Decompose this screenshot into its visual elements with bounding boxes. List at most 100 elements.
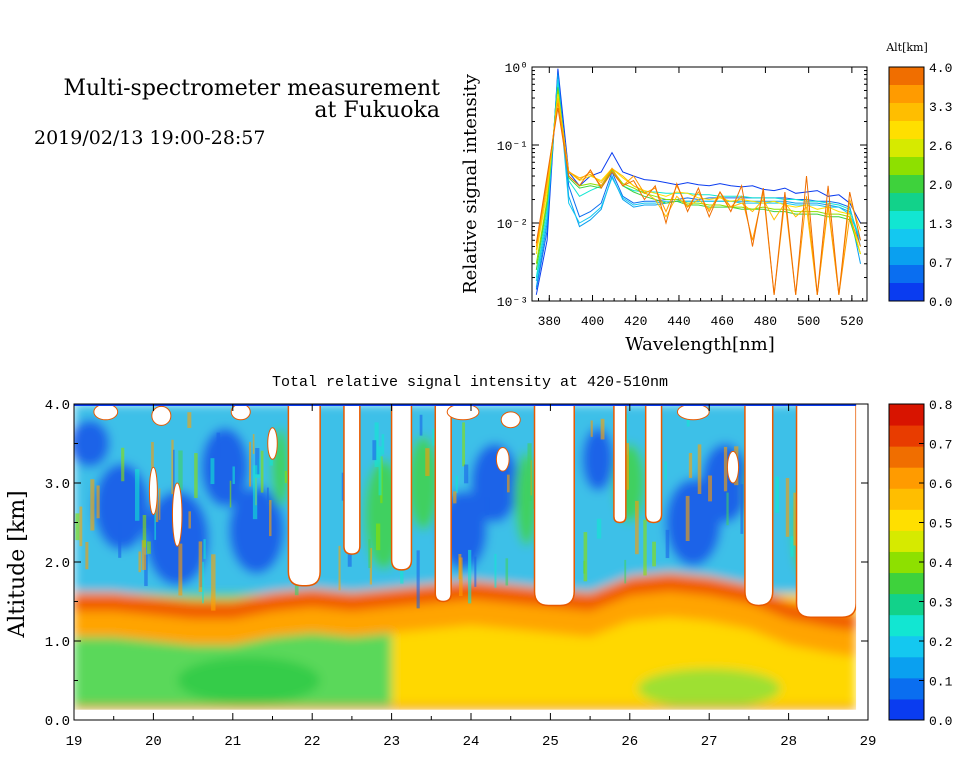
heatmap-y-tick-label: 2.0: [45, 556, 70, 572]
heatmap-y-tick-label: 1.0: [45, 635, 70, 651]
heatmap-streak: [248, 441, 252, 487]
spectrum-x-tick-label: 440: [667, 314, 690, 329]
heatmap-streak: [455, 475, 458, 493]
intensity-colorbar-segment: [889, 446, 924, 468]
heatmap-streak: [79, 506, 83, 547]
intensity-colorbar-label: 0.7: [929, 438, 952, 453]
heatmap-x-tick-label: 21: [224, 734, 241, 750]
heatmap-streak: [590, 420, 593, 437]
altitude-colorbar-segment: [889, 121, 924, 140]
heatmap-missing-column: [434, 404, 452, 603]
spectrum-x-tick-label: 520: [840, 314, 863, 329]
heatmap-streak: [624, 559, 627, 584]
heatmap-streak: [688, 452, 693, 478]
heatmap-streak: [381, 434, 385, 455]
altitude-colorbar-segment: [889, 211, 924, 230]
heatmap-missing-column: [287, 404, 321, 587]
heatmap-streak: [173, 449, 175, 502]
altitude-colorbar-frame: [888, 66, 925, 302]
heatmap-streak: [155, 499, 159, 523]
heatmap-streak: [216, 432, 221, 459]
spectrum-plot-area: [531, 66, 868, 302]
spectrum-series-line: [535, 87, 861, 271]
spectrum-series-line: [535, 84, 861, 278]
heatmap-streak: [376, 523, 381, 551]
spectrum-x-axis-label: Wavelength[nm]: [625, 334, 775, 355]
spectrum-x-ticks: 380 400 420 440 460 480 500 520: [538, 67, 864, 329]
heatmap-streak: [178, 543, 183, 596]
intensity-colorbar-segment: [889, 404, 924, 426]
heatmap-streak: [474, 556, 477, 587]
heatmap-layers: [74, 404, 857, 710]
heatmap-cloud-base-band: [74, 572, 857, 657]
spectrum-series-line: [535, 102, 861, 295]
heatmap-streak: [468, 549, 472, 604]
heatmap-streak: [284, 470, 287, 483]
figure-title-line1: Multi-spectrometer measurement: [64, 76, 441, 101]
altitude-colorbar-label: 2.0: [929, 178, 952, 193]
heatmap-streak: [484, 497, 490, 515]
heatmap-x-tick-label: 23: [383, 734, 400, 750]
intensity-colorbar-segment: [889, 614, 924, 637]
heatmap-streak: [144, 554, 148, 587]
spectrum-series-line: [535, 107, 861, 295]
altitude-colorbar-label: 2.6: [929, 139, 952, 154]
heatmap-streak: [625, 443, 629, 490]
heatmap-streak: [202, 561, 204, 604]
heatmap-y-axis-label: Altitude [km]: [5, 490, 30, 638]
heatmap-low-intensity-patch: [201, 427, 249, 507]
intensity-colorbar-segment: [889, 509, 924, 531]
spectrum-x-tick-label: 500: [797, 314, 820, 329]
heatmap-streak: [269, 500, 272, 537]
figure-title-line2: at Fukuoka: [314, 98, 440, 123]
altitude-colorbar-segment: [889, 247, 924, 266]
spectrum-y-tick-label: 10⁻³: [497, 295, 528, 310]
heatmap-streak: [369, 548, 373, 585]
heatmap-streak: [154, 492, 157, 540]
heatmap-missing-spot: [171, 482, 183, 547]
heatmap-streak: [494, 553, 497, 588]
heatmap-streak: [793, 492, 797, 546]
heatmap-streak: [432, 428, 436, 446]
heatmap-y-ticks: 0.0 1.0 2.0 3.0 4.0: [45, 398, 868, 730]
heatmap-streak: [372, 440, 377, 461]
heatmap-streak: [419, 414, 423, 436]
heatmap-streak: [775, 476, 780, 513]
heatmap-streak: [141, 540, 147, 570]
intensity-colorbar-segment: [889, 488, 924, 510]
altitude-colorbar-segment: [889, 265, 924, 284]
heatmap-streak: [260, 450, 264, 493]
heatmap-streak: [232, 466, 235, 484]
heatmap-streak: [458, 557, 463, 597]
spectrum-y-axis-label: Relative signal intensity: [460, 73, 481, 294]
heatmap-low-intensity-patch: [582, 427, 614, 491]
heatmap-streak: [596, 518, 602, 539]
heatmap-title: Total relative signal intensity at 420-5…: [272, 374, 668, 391]
heatmap-streak: [135, 469, 140, 521]
heatmap-streak: [416, 550, 420, 609]
measurement-datetime: 2019/02/13 19:00-28:57: [34, 127, 265, 149]
heatmap-missing-column: [613, 404, 627, 524]
heatmap-streak: [664, 461, 667, 480]
intensity-colorbar-segment: [889, 551, 924, 574]
heatmap-missing-column: [343, 404, 361, 555]
intensity-colorbar-segment: [889, 530, 924, 552]
altitude-colorbar-label: 0.0: [929, 295, 952, 310]
heatmap-x-tick-label: 27: [701, 734, 718, 750]
altitude-colorbar-segment: [889, 175, 924, 194]
heatmap-y-tick-label: 4.0: [45, 398, 70, 414]
heatmap-streak: [188, 511, 191, 529]
heatmap-missing-spot: [500, 411, 521, 429]
heatmap-streak: [506, 474, 510, 493]
intensity-colorbar-label: 0.5: [929, 517, 952, 532]
heatmap-missing-column: [533, 404, 575, 607]
heatmap-streak: [158, 488, 161, 520]
spectrum-series-line: [535, 97, 861, 295]
altitude-colorbar-title: Alt[km]: [885, 41, 928, 54]
altitude-colorbar-segment: [889, 229, 924, 248]
intensity-colorbar-label: 0.0: [929, 714, 952, 729]
spectrum-y-ticks: 10⁰ 10⁻¹ 10⁻² 10⁻³: [497, 61, 867, 310]
heatmap-streak: [697, 444, 702, 494]
heatmap-streak: [374, 422, 379, 468]
